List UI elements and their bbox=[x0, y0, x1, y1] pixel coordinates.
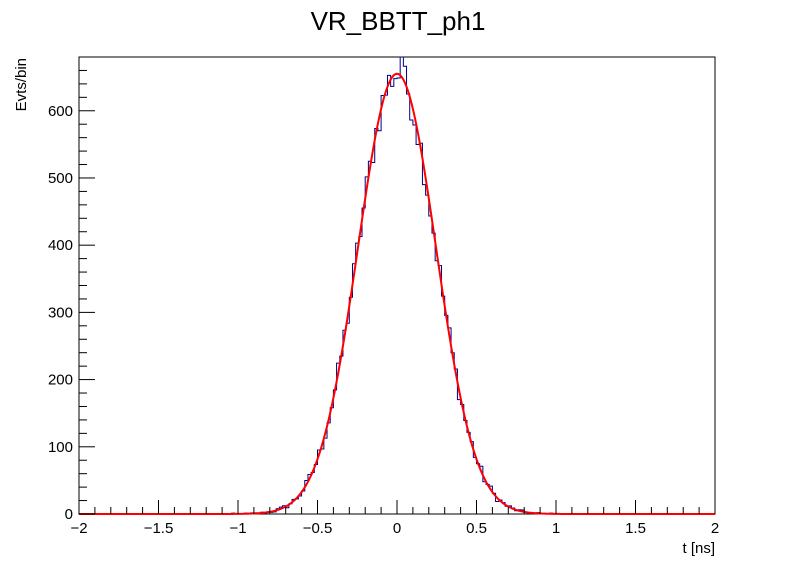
y-tick-label: 500 bbox=[48, 170, 73, 187]
y-tick-label: 300 bbox=[48, 304, 73, 321]
plot-frame bbox=[78, 56, 716, 515]
x-tick-label: 2 bbox=[711, 520, 719, 537]
y-tick-label: 400 bbox=[48, 237, 73, 254]
y-tick-label: 600 bbox=[48, 103, 73, 120]
x-tick-label: −0.5 bbox=[303, 520, 333, 537]
x-tick-label: 0.5 bbox=[466, 520, 487, 537]
fit-curve bbox=[79, 72, 715, 515]
x-axis-label: t [ns] bbox=[682, 540, 715, 557]
x-tick-label: 1.5 bbox=[625, 520, 646, 537]
y-axis-label: Evts/bin bbox=[13, 58, 30, 111]
x-tick-label: −2 bbox=[70, 520, 87, 537]
histogram-series bbox=[79, 56, 715, 515]
x-tick-label: 0 bbox=[393, 520, 401, 537]
y-tick-label: 200 bbox=[48, 372, 73, 389]
x-tick-label: 1 bbox=[552, 520, 560, 537]
x-tick-label: −1.5 bbox=[144, 520, 174, 537]
x-tick-label: −1 bbox=[229, 520, 246, 537]
axis-layer: −2 −1.5 −1 −0.5 0 0.5 1 1.5 2 0 100 200 300 400 500 600 bbox=[48, 56, 719, 537]
y-tick-label: 100 bbox=[48, 439, 73, 456]
y-tick-label: 0 bbox=[65, 506, 73, 523]
plot-border bbox=[78, 56, 716, 515]
chart-title: VR_BBTT_ph1 bbox=[311, 6, 486, 36]
data-layer bbox=[79, 56, 715, 515]
